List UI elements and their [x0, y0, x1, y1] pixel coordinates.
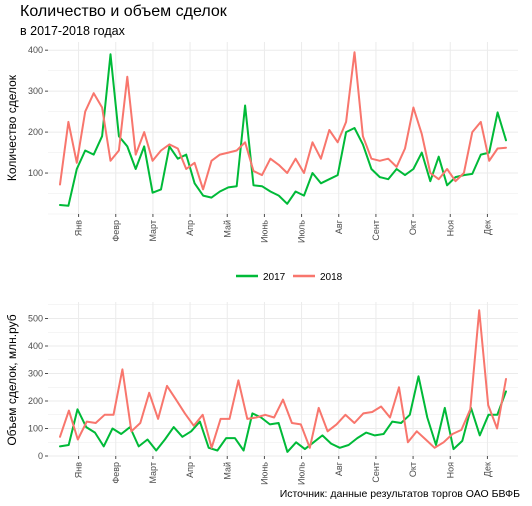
y-tick-label: 300 — [28, 86, 43, 96]
x-tick-label: Авг — [334, 219, 344, 234]
y-tick-label: 200 — [28, 127, 43, 137]
series-line-2017-deal-volume — [59, 375, 507, 453]
legend-label-2018: 2018 — [320, 272, 343, 283]
chart-subtitle: в 2017-2018 годах — [20, 24, 125, 38]
legend-label-2017: 2017 — [263, 272, 286, 283]
panel-deal-count: 100 200 300 400 Янв Февр Март Апр Май Июнь Июль Ав… — [5, 42, 518, 243]
x-tick-label: Ноя — [445, 462, 455, 479]
y-tick-label: 400 — [28, 341, 43, 351]
x-tick-label: Сент — [371, 462, 381, 483]
source-caption: Источник: данные результатов торгов ОАО … — [279, 488, 520, 500]
x-tick-label: Янв — [74, 220, 84, 236]
panel-deal-count-ylabel: Количество сделок — [5, 74, 19, 181]
panel-deal-count-x-ticks: Янв Февр Март Апр Май Июнь Июль Авг Сент Окт Ноя Де… — [74, 214, 492, 243]
panel-deal-volume-grid — [48, 302, 518, 457]
x-tick-label: Дек — [482, 220, 492, 235]
x-tick-label: Авг — [334, 461, 344, 476]
x-tick-label: Май — [222, 462, 232, 480]
x-tick-label: Апр — [185, 462, 195, 478]
x-tick-label: Ноя — [445, 220, 455, 237]
panel-deal-volume-y-ticks: 0 100 200 300 400 500 — [28, 314, 48, 461]
x-tick-label: Апр — [185, 220, 195, 236]
x-tick-label: Окт — [408, 220, 418, 235]
series-line-2018-deal-count — [59, 51, 507, 191]
y-tick-label: 500 — [28, 314, 43, 324]
y-tick-label: 400 — [28, 45, 43, 55]
chart-title: Количество и объем сделок — [20, 3, 227, 20]
panel-deal-count-series — [59, 51, 507, 207]
panel-deal-count-y-ticks: 100 200 300 400 — [28, 45, 48, 178]
x-tick-label: Май — [222, 220, 232, 238]
legend: 2017 2018 — [236, 272, 343, 283]
y-tick-label: 100 — [28, 424, 43, 434]
x-tick-label: Июнь — [259, 220, 269, 243]
x-tick-label: Дек — [482, 462, 492, 477]
panel-deal-volume-series — [59, 309, 507, 453]
y-tick-label: 0 — [38, 451, 43, 461]
x-tick-label: Июль — [297, 462, 307, 485]
x-tick-label: Янв — [74, 462, 84, 478]
panel-deal-volume: 0 100 200 300 400 500 Янв Февр Март Апр Май Июнь Ию… — [5, 302, 518, 485]
x-tick-label: Июнь — [259, 462, 269, 485]
panel-deal-volume-x-ticks: Янв Февр Март Апр Май Июнь Июль Авг Сент Окт Ноя Де… — [74, 456, 492, 485]
x-tick-label: Февр — [111, 220, 121, 242]
x-tick-label: Март — [148, 462, 158, 484]
x-tick-label: Июль — [297, 220, 307, 243]
y-tick-label: 100 — [28, 168, 43, 178]
x-tick-label: Сент — [371, 220, 381, 241]
x-tick-label: Февр — [111, 462, 121, 484]
x-tick-label: Окт — [408, 462, 418, 477]
series-line-2017-deal-count — [59, 53, 507, 207]
x-tick-label: Март — [148, 220, 158, 242]
panel-deal-volume-ylabel: Объем сделок, млн.руб — [5, 314, 19, 445]
series-line-2018-deal-volume — [59, 309, 507, 449]
y-tick-label: 200 — [28, 396, 43, 406]
y-tick-label: 300 — [28, 369, 43, 379]
